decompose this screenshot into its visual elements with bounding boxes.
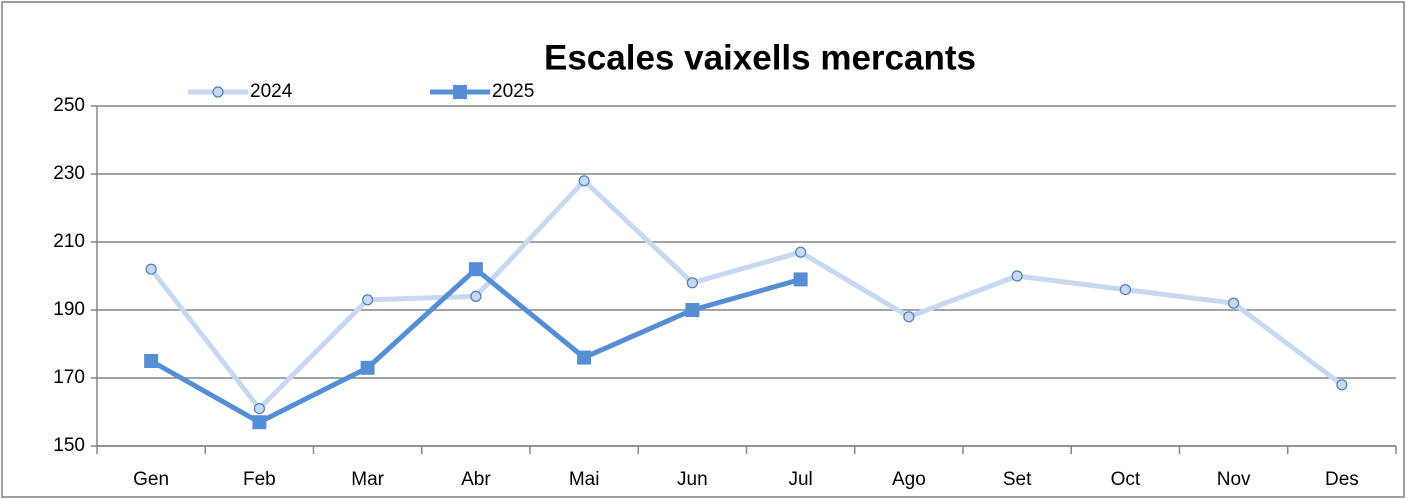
data-point [360, 360, 375, 375]
y-tick-label: 250 [53, 95, 85, 116]
legend-label: 2025 [492, 81, 534, 102]
y-tick-label: 230 [53, 163, 85, 184]
x-tick-label: Des [1325, 469, 1359, 490]
y-tick-label: 170 [53, 367, 85, 388]
data-point [793, 272, 808, 287]
data-point [577, 350, 592, 365]
legend-marker [453, 85, 467, 99]
data-point [468, 262, 483, 277]
data-point [1011, 270, 1023, 282]
x-tick-label: Set [1003, 469, 1032, 490]
data-point [795, 246, 807, 258]
data-point [252, 415, 267, 430]
data-point [578, 175, 590, 187]
data-point [903, 311, 915, 323]
x-tick-label: Feb [243, 469, 276, 490]
data-point [1336, 379, 1348, 391]
legend-label: 2024 [250, 81, 293, 102]
x-tick-label: Jun [677, 469, 708, 490]
x-tick-label: Oct [1111, 469, 1141, 490]
data-point [685, 303, 700, 317]
y-tick-label: 210 [53, 231, 85, 252]
data-point [470, 290, 482, 302]
x-tick-label: Ago [892, 469, 926, 490]
y-tick-label: 150 [53, 435, 85, 456]
data-point [686, 277, 698, 289]
data-point [253, 403, 265, 415]
x-tick-label: Gen [133, 469, 169, 490]
data-point [1228, 297, 1240, 309]
data-point [1119, 284, 1131, 296]
x-tick-label: Mai [569, 469, 600, 490]
x-tick-label: Jul [788, 469, 812, 490]
data-point [362, 294, 374, 306]
x-tick-label: Mar [351, 469, 384, 490]
x-tick-label: Nov [1217, 469, 1251, 490]
data-point [145, 263, 157, 275]
y-tick-label: 190 [53, 299, 85, 320]
data-point [144, 354, 159, 368]
series-line [149, 178, 1344, 412]
x-tick-label: Abr [461, 469, 491, 490]
chart-title: Escales vaixells mercants [544, 38, 976, 77]
legend-marker [212, 86, 224, 98]
